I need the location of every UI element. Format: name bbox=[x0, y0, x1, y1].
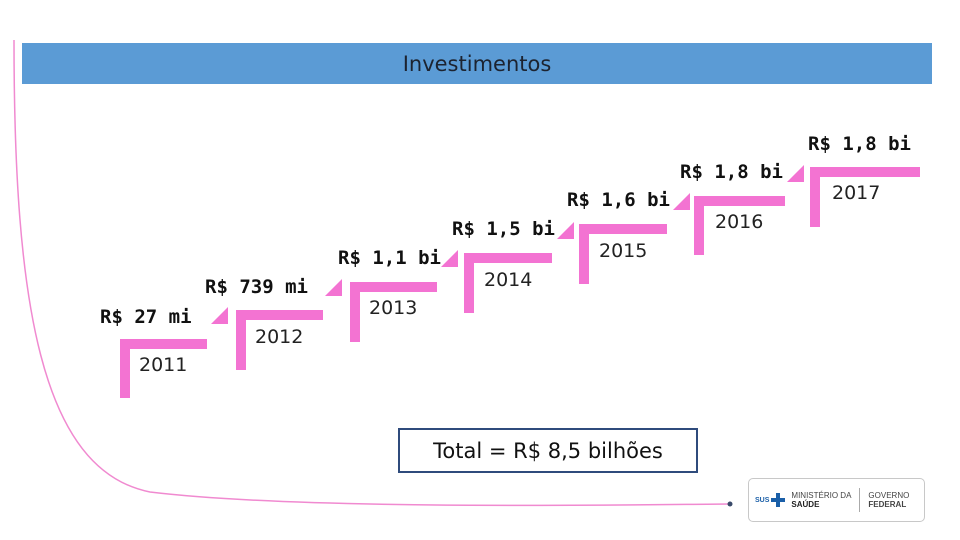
step-value: R$ 1,5 bi bbox=[452, 218, 555, 240]
step-horizontal bbox=[579, 224, 667, 234]
step-arrow bbox=[441, 250, 458, 267]
step-year: 2017 bbox=[832, 182, 881, 204]
step-year: 2012 bbox=[255, 326, 304, 348]
step-value: R$ 27 mi bbox=[100, 306, 192, 328]
step-vertical bbox=[694, 196, 704, 255]
step-horizontal bbox=[810, 167, 920, 177]
sus-label: SUS bbox=[755, 496, 770, 504]
gov-line2: FEDERAL bbox=[868, 500, 907, 509]
step-year: 2015 bbox=[599, 240, 648, 262]
government-name: GOVERNO FEDERAL bbox=[868, 491, 909, 509]
step-value: R$ 739 mi bbox=[205, 276, 308, 298]
total-label: Total = R$ 8,5 bilhões bbox=[433, 438, 663, 463]
ministry-line1: MINISTÉRIO DA bbox=[791, 491, 852, 500]
ministry-logo: SUS MINISTÉRIO DA SAÚDE GOVERNO FEDERAL bbox=[748, 478, 925, 522]
ministry-name: MINISTÉRIO DA SAÚDE bbox=[791, 491, 851, 509]
step-horizontal bbox=[120, 339, 207, 349]
step-value: R$ 1,6 bi bbox=[567, 189, 670, 211]
step-horizontal bbox=[464, 253, 552, 263]
step-year: 2016 bbox=[715, 211, 764, 233]
step-arrow bbox=[787, 165, 804, 182]
step-vertical bbox=[350, 282, 360, 342]
step-vertical bbox=[579, 224, 589, 284]
logo-divider bbox=[859, 488, 861, 512]
ministry-line2: SAÚDE bbox=[791, 500, 820, 509]
total-box: Total = R$ 8,5 bilhões bbox=[398, 428, 698, 473]
step-value: R$ 1,8 bi bbox=[808, 133, 911, 155]
step-arrow bbox=[325, 279, 342, 296]
page-title: Investimentos bbox=[402, 51, 552, 76]
step-vertical bbox=[810, 167, 820, 227]
title-bar: Investimentos bbox=[22, 43, 932, 84]
step-arrow bbox=[557, 222, 574, 239]
step-year: 2014 bbox=[484, 269, 533, 291]
step-vertical bbox=[464, 253, 474, 313]
step-vertical bbox=[236, 310, 246, 370]
step-value: R$ 1,8 bi bbox=[680, 161, 783, 183]
step-arrow bbox=[673, 193, 690, 210]
step-horizontal bbox=[236, 310, 323, 320]
step-value: R$ 1,1 bi bbox=[338, 247, 441, 269]
step-horizontal bbox=[694, 196, 785, 206]
step-arrow bbox=[211, 307, 228, 324]
step-year: 2011 bbox=[139, 354, 188, 376]
gov-line1: GOVERNO bbox=[868, 491, 910, 500]
step-vertical bbox=[120, 339, 130, 398]
step-horizontal bbox=[350, 282, 437, 292]
health-cross-icon bbox=[771, 493, 786, 507]
step-year: 2013 bbox=[369, 297, 418, 319]
